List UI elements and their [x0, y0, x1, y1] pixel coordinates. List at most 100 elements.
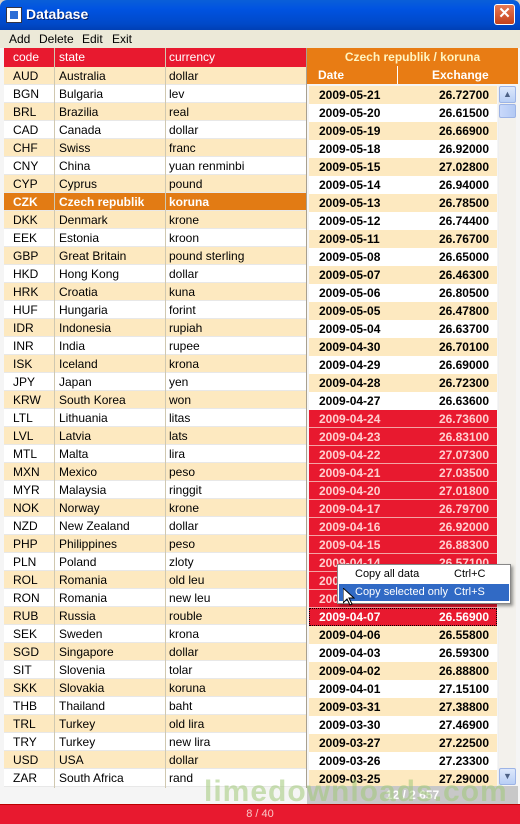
- menu-exit[interactable]: Exit: [112, 32, 133, 46]
- table-row[interactable]: 2009-04-22 27.07300: [309, 446, 497, 464]
- cell-state: Cyprus: [59, 177, 98, 191]
- column-header-state[interactable]: state: [59, 50, 86, 64]
- table-row[interactable]: SKK Slovakia koruna: [4, 679, 306, 697]
- close-button[interactable]: ✕: [494, 4, 515, 25]
- table-row[interactable]: 2009-04-15 26.88300: [309, 536, 497, 554]
- table-row[interactable]: MTL Malta lira: [4, 445, 306, 463]
- cell-state: Singapore: [59, 645, 114, 659]
- table-row[interactable]: 2009-05-18 26.92000: [309, 140, 497, 158]
- table-row[interactable]: BGN Bulgaria lev: [4, 85, 306, 103]
- column-header-code[interactable]: code: [13, 50, 40, 64]
- table-row[interactable]: 2009-04-28 26.72300: [309, 374, 497, 392]
- table-row[interactable]: 2009-05-21 26.72700: [309, 86, 497, 104]
- table-row[interactable]: RUB Russia rouble: [4, 607, 306, 625]
- table-row[interactable]: 2009-05-19 26.66900: [309, 122, 497, 140]
- menu-edit[interactable]: Edit: [82, 32, 103, 46]
- table-row[interactable]: MXN Mexico peso: [4, 463, 306, 481]
- table-row[interactable]: CHF Swiss franc: [4, 139, 306, 157]
- pane-divider[interactable]: [306, 48, 307, 788]
- table-row[interactable]: 2009-03-25 27.29000: [309, 770, 497, 786]
- table-row[interactable]: SEK Sweden krona: [4, 625, 306, 643]
- table-row[interactable]: 2009-04-01 27.15100: [309, 680, 497, 698]
- table-row[interactable]: 2009-04-03 26.59300: [309, 644, 497, 662]
- database-app-icon[interactable]: [6, 7, 22, 23]
- table-row[interactable]: BRL Brazilia real: [4, 103, 306, 121]
- table-row[interactable]: ZAR South Africa rand: [4, 769, 306, 787]
- menu-copy-all[interactable]: Copy all data Ctrl+C: [355, 568, 486, 580]
- table-row[interactable]: 2009-04-06 26.55800: [309, 626, 497, 644]
- table-row[interactable]: 2009-04-29 26.69000: [309, 356, 497, 374]
- table-row[interactable]: 2009-05-04 26.63700: [309, 320, 497, 338]
- title-bar[interactable]: Database ✕: [0, 0, 520, 30]
- table-row[interactable]: 2009-05-14 26.94000: [309, 176, 497, 194]
- table-row[interactable]: 2009-03-26 27.23300: [309, 752, 497, 770]
- table-row[interactable]: 2009-04-21 27.03500: [309, 464, 497, 482]
- table-row[interactable]: RON Romania new leu: [4, 589, 306, 607]
- table-row[interactable]: HKD Hong Kong dollar: [4, 265, 306, 283]
- table-row[interactable]: PHP Philippines peso: [4, 535, 306, 553]
- table-row[interactable]: PLN Poland zloty: [4, 553, 306, 571]
- table-row[interactable]: JPY Japan yen: [4, 373, 306, 391]
- table-row[interactable]: LVL Latvia lats: [4, 427, 306, 445]
- table-row[interactable]: CNY China yuan renminbi: [4, 157, 306, 175]
- table-row[interactable]: CZK Czech republik koruna: [4, 193, 306, 211]
- table-row[interactable]: THB Thailand baht: [4, 697, 306, 715]
- vertical-scrollbar[interactable]: ▲ ▼: [498, 86, 516, 785]
- column-header-currency[interactable]: currency: [169, 50, 216, 64]
- table-row[interactable]: 2009-05-07 26.46300: [309, 266, 497, 284]
- table-row[interactable]: 2009-03-27 27.22500: [309, 734, 497, 752]
- table-row[interactable]: EEK Estonia kroon: [4, 229, 306, 247]
- table-row[interactable]: HUF Hungaria forint: [4, 301, 306, 319]
- table-row[interactable]: 2009-04-27 26.63600: [309, 392, 497, 410]
- table-row[interactable]: DKK Denmark krone: [4, 211, 306, 229]
- scroll-down-icon[interactable]: ▼: [499, 768, 516, 785]
- mouse-pointer-icon: [343, 588, 355, 606]
- table-row[interactable]: TRY Turkey new lira: [4, 733, 306, 751]
- table-row[interactable]: 2009-05-08 26.65000: [309, 248, 497, 266]
- table-row[interactable]: SGD Singapore dollar: [4, 643, 306, 661]
- cell-exchange: 26.63600: [438, 394, 489, 408]
- table-row[interactable]: 2009-03-31 27.38800: [309, 698, 497, 716]
- table-row[interactable]: 2009-05-11 26.76700: [309, 230, 497, 248]
- scrollbar-thumb[interactable]: [499, 104, 516, 118]
- menu-copy-selected[interactable]: Copy selected only Ctrl+S: [339, 584, 509, 601]
- table-row[interactable]: CYP Cyprus pound: [4, 175, 306, 193]
- table-row[interactable]: ISK Iceland krona: [4, 355, 306, 373]
- table-row[interactable]: 2009-04-24 26.73600: [309, 410, 497, 428]
- scroll-up-icon[interactable]: ▲: [499, 86, 516, 103]
- table-row[interactable]: AUD Australia dollar: [4, 67, 306, 85]
- menu-add[interactable]: Add: [9, 32, 31, 46]
- table-row[interactable]: 2009-04-20 27.01800: [309, 482, 497, 500]
- table-row[interactable]: NZD New Zealand dollar: [4, 517, 306, 535]
- table-row[interactable]: 2009-04-23 26.83100: [309, 428, 497, 446]
- table-row[interactable]: TRL Turkey old lira: [4, 715, 306, 733]
- table-row[interactable]: IDR Indonesia rupiah: [4, 319, 306, 337]
- table-row[interactable]: HRK Croatia kuna: [4, 283, 306, 301]
- table-row[interactable]: 2009-05-15 27.02800: [309, 158, 497, 176]
- table-row[interactable]: CAD Canada dollar: [4, 121, 306, 139]
- table-row[interactable]: 2009-05-05 26.47800: [309, 302, 497, 320]
- cell-date: 2009-05-07: [319, 268, 381, 282]
- table-row[interactable]: USD USA dollar: [4, 751, 306, 769]
- table-row[interactable]: KRW South Korea won: [4, 391, 306, 409]
- table-row[interactable]: ROL Romania old leu: [4, 571, 306, 589]
- table-row[interactable]: 2009-03-30 27.46900: [309, 716, 497, 734]
- menu-delete[interactable]: Delete: [39, 32, 74, 46]
- table-row[interactable]: 2009-04-30 26.70100: [309, 338, 497, 356]
- table-row[interactable]: 2009-04-17 26.79700: [309, 500, 497, 518]
- table-row[interactable]: 2009-05-12 26.74400: [309, 212, 497, 230]
- table-row[interactable]: SIT Slovenia tolar: [4, 661, 306, 679]
- table-row[interactable]: 2009-05-13 26.78500: [309, 194, 497, 212]
- table-row[interactable]: GBP Great Britain pound sterling: [4, 247, 306, 265]
- column-header-exchange[interactable]: Exchange: [432, 68, 489, 82]
- table-row[interactable]: LTL Lithuania litas: [4, 409, 306, 427]
- table-row[interactable]: 2009-05-20 26.61500: [309, 104, 497, 122]
- table-row[interactable]: INR India rupee: [4, 337, 306, 355]
- table-row[interactable]: 2009-04-16 26.92000: [309, 518, 497, 536]
- table-row[interactable]: 2009-04-07 26.56900: [309, 608, 497, 626]
- table-row[interactable]: NOK Norway krone: [4, 499, 306, 517]
- table-row[interactable]: MYR Malaysia ringgit: [4, 481, 306, 499]
- table-row[interactable]: 2009-04-02 26.88800: [309, 662, 497, 680]
- table-row[interactable]: 2009-05-06 26.80500: [309, 284, 497, 302]
- column-header-date[interactable]: Date: [318, 68, 345, 82]
